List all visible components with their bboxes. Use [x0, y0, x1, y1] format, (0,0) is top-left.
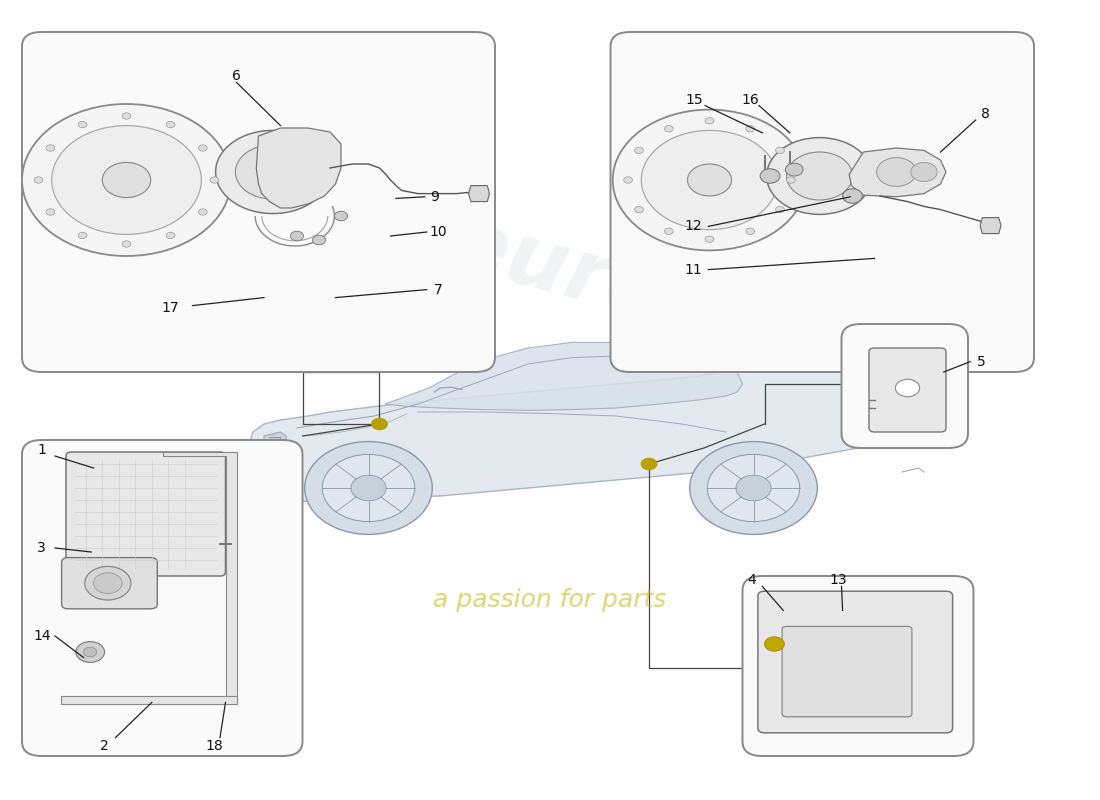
Circle shape [216, 130, 330, 214]
Circle shape [372, 418, 387, 430]
Text: 14: 14 [33, 629, 51, 643]
Text: europarts: europarts [441, 202, 923, 406]
Text: 15: 15 [685, 93, 703, 107]
Circle shape [85, 566, 131, 600]
Circle shape [635, 147, 643, 154]
Circle shape [877, 158, 916, 186]
Circle shape [46, 209, 55, 215]
Circle shape [746, 126, 755, 132]
Text: a passion for parts: a passion for parts [433, 588, 667, 612]
FancyBboxPatch shape [869, 348, 946, 432]
FancyBboxPatch shape [758, 591, 953, 733]
Circle shape [322, 454, 415, 522]
Text: 8: 8 [981, 106, 990, 121]
Circle shape [166, 232, 175, 238]
Circle shape [46, 145, 55, 151]
Circle shape [235, 145, 310, 199]
Circle shape [776, 147, 784, 154]
Circle shape [705, 118, 714, 124]
Circle shape [305, 442, 432, 534]
Circle shape [786, 152, 852, 200]
Polygon shape [980, 218, 1001, 234]
Polygon shape [385, 342, 742, 410]
Circle shape [334, 211, 348, 221]
Text: 3: 3 [37, 541, 46, 555]
Circle shape [122, 241, 131, 247]
Polygon shape [163, 452, 236, 704]
Polygon shape [264, 432, 286, 452]
FancyBboxPatch shape [742, 576, 974, 756]
Circle shape [690, 442, 817, 534]
Text: 5: 5 [977, 354, 986, 369]
Polygon shape [256, 128, 341, 208]
Text: 1: 1 [37, 443, 46, 458]
Circle shape [166, 122, 175, 128]
Text: 18: 18 [206, 738, 223, 753]
Text: 12: 12 [684, 219, 702, 234]
FancyBboxPatch shape [62, 558, 157, 609]
Circle shape [707, 454, 800, 522]
Circle shape [776, 206, 784, 213]
Text: 17: 17 [162, 301, 179, 315]
Circle shape [785, 163, 803, 176]
Circle shape [94, 573, 122, 594]
Circle shape [664, 126, 673, 132]
Circle shape [843, 189, 862, 203]
Circle shape [198, 209, 207, 215]
Circle shape [198, 145, 207, 151]
Circle shape [767, 138, 872, 214]
Circle shape [624, 177, 632, 183]
Circle shape [705, 236, 714, 242]
Circle shape [52, 126, 201, 234]
Polygon shape [469, 186, 490, 202]
Polygon shape [60, 696, 236, 704]
FancyBboxPatch shape [22, 32, 495, 372]
Circle shape [78, 232, 87, 238]
Circle shape [312, 235, 326, 245]
Circle shape [22, 104, 231, 256]
Circle shape [351, 475, 386, 501]
Text: 13: 13 [829, 573, 847, 587]
Circle shape [78, 122, 87, 128]
Circle shape [34, 177, 43, 183]
Circle shape [290, 231, 304, 241]
Text: 6: 6 [232, 69, 241, 83]
Circle shape [895, 379, 920, 397]
Circle shape [210, 177, 219, 183]
Circle shape [122, 113, 131, 119]
Polygon shape [242, 360, 930, 502]
Circle shape [746, 228, 755, 234]
Circle shape [635, 206, 643, 213]
Text: 11: 11 [684, 262, 702, 277]
Circle shape [641, 458, 657, 470]
Circle shape [641, 130, 778, 230]
Text: 7: 7 [433, 282, 442, 297]
Polygon shape [849, 148, 946, 197]
Circle shape [102, 162, 151, 198]
Circle shape [911, 162, 937, 182]
Circle shape [613, 110, 806, 250]
Circle shape [84, 647, 97, 657]
FancyBboxPatch shape [66, 452, 226, 576]
Circle shape [760, 169, 780, 183]
FancyBboxPatch shape [610, 32, 1034, 372]
Circle shape [76, 642, 104, 662]
FancyBboxPatch shape [22, 440, 302, 756]
FancyBboxPatch shape [842, 324, 968, 448]
Text: 9: 9 [430, 190, 439, 204]
Text: 10: 10 [429, 225, 447, 239]
Text: 2: 2 [100, 738, 109, 753]
Text: 4: 4 [747, 573, 756, 587]
Circle shape [688, 164, 732, 196]
FancyBboxPatch shape [782, 626, 912, 717]
Circle shape [664, 228, 673, 234]
Circle shape [736, 475, 771, 501]
Text: 16: 16 [741, 93, 759, 107]
Circle shape [786, 177, 795, 183]
Circle shape [764, 637, 784, 651]
